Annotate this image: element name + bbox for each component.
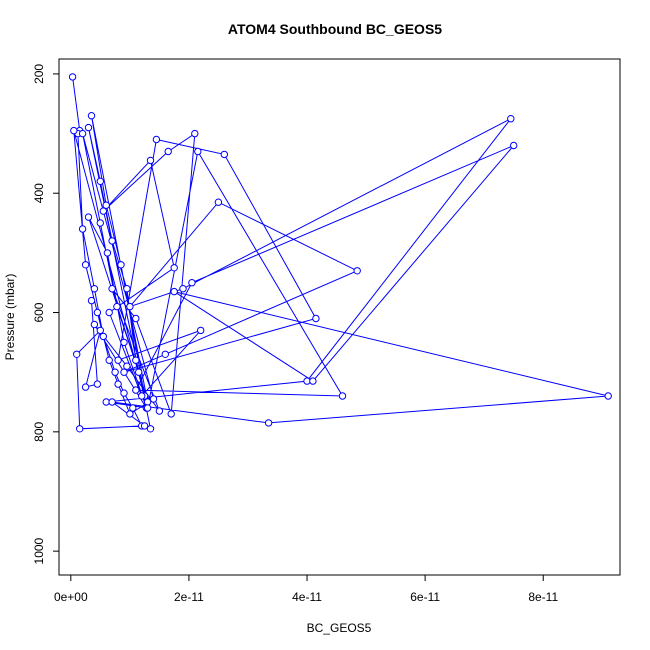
- data-point: [338, 392, 347, 400]
- data-point: [90, 285, 99, 293]
- data-point: [170, 287, 178, 296]
- data-point: [96, 177, 105, 186]
- series-line: [72, 76, 609, 430]
- data-point: [108, 398, 116, 406]
- data-point: [96, 219, 105, 227]
- data-point: [604, 392, 612, 400]
- x-tick-label: 8e-11: [528, 590, 558, 604]
- data-point: [179, 285, 187, 293]
- data-point: [108, 285, 116, 293]
- data-point: [87, 112, 96, 120]
- data-point: [149, 395, 158, 403]
- data-point: [102, 201, 110, 209]
- data-point: [93, 380, 102, 388]
- data-point: [197, 326, 205, 335]
- data-point: [135, 368, 143, 376]
- data-point: [78, 129, 87, 138]
- chart-title: ATOM4 Southbound BC_GEOS5: [228, 21, 442, 37]
- data-point: [96, 326, 105, 335]
- data-point: [194, 147, 202, 156]
- data-point: [264, 419, 273, 427]
- data-point: [99, 207, 108, 215]
- x-tick-label: 0e+00: [54, 590, 88, 604]
- data-point: [114, 356, 122, 364]
- data-point: [140, 422, 149, 430]
- y-axis-label: Pressure (mbar): [3, 274, 17, 361]
- data-point: [138, 392, 146, 400]
- data-point: [146, 156, 155, 165]
- data-point: [161, 350, 170, 358]
- data-point: [170, 264, 178, 272]
- data-point: [220, 150, 229, 159]
- y-tick-label: 800: [32, 422, 46, 442]
- data-point: [111, 368, 119, 376]
- data-point: [93, 308, 102, 317]
- y-axis: 200 400 600 800 1000: [32, 64, 59, 564]
- data-point: [117, 261, 125, 269]
- data-point: [99, 332, 108, 341]
- data-point: [84, 123, 93, 132]
- data-point: [146, 425, 155, 433]
- data-point: [164, 147, 172, 156]
- x-axis-label: BC_GEOS5: [307, 621, 372, 635]
- data-point: [132, 314, 140, 323]
- y-tick-label: 200: [32, 64, 46, 84]
- data-point: [108, 237, 116, 245]
- x-axis: 0e+00 2e-11 4e-11 6e-11 8e-11: [54, 575, 558, 604]
- y-tick-label: 1000: [32, 537, 46, 564]
- x-tick-label: 4e-11: [292, 590, 322, 604]
- data-point: [84, 213, 93, 221]
- data-point: [126, 410, 134, 418]
- data-layer: [68, 73, 612, 433]
- data-point: [87, 296, 96, 305]
- data-point: [188, 279, 196, 287]
- x-tick-label: 6e-11: [410, 590, 440, 604]
- data-point: [103, 249, 112, 257]
- data-point: [214, 198, 223, 206]
- data-point: [143, 404, 152, 412]
- data-point: [114, 380, 122, 388]
- data-point: [152, 135, 161, 144]
- data-point: [120, 389, 128, 397]
- plot-frame: [58, 58, 621, 576]
- data-point: [70, 126, 78, 135]
- data-point: [90, 320, 99, 329]
- data-point: [113, 302, 121, 311]
- data-point: [105, 356, 113, 364]
- y-tick-label: 400: [32, 183, 46, 203]
- data-point: [309, 377, 317, 385]
- data-point: [105, 308, 113, 317]
- data-point: [78, 225, 87, 233]
- data-point: [120, 368, 128, 376]
- data-point: [132, 386, 140, 394]
- data-point: [129, 404, 137, 412]
- data-point: [68, 73, 77, 81]
- data-point: [123, 362, 131, 370]
- data-point: [507, 115, 515, 123]
- data-point: [81, 383, 90, 391]
- y-tick-label: 600: [32, 302, 46, 322]
- data-point: [123, 285, 131, 293]
- data-point: [73, 350, 81, 358]
- data-point: [126, 302, 134, 311]
- data-point: [353, 267, 361, 275]
- data-point: [120, 338, 128, 347]
- data-point: [167, 410, 175, 418]
- data-point: [132, 356, 140, 364]
- data-point: [81, 261, 90, 269]
- data-point: [191, 129, 199, 138]
- data-point: [155, 407, 164, 415]
- x-tick-label: 2e-11: [174, 590, 204, 604]
- data-point: [143, 398, 152, 406]
- data-point: [312, 314, 320, 323]
- data-point: [76, 425, 84, 433]
- data-point: [510, 141, 518, 150]
